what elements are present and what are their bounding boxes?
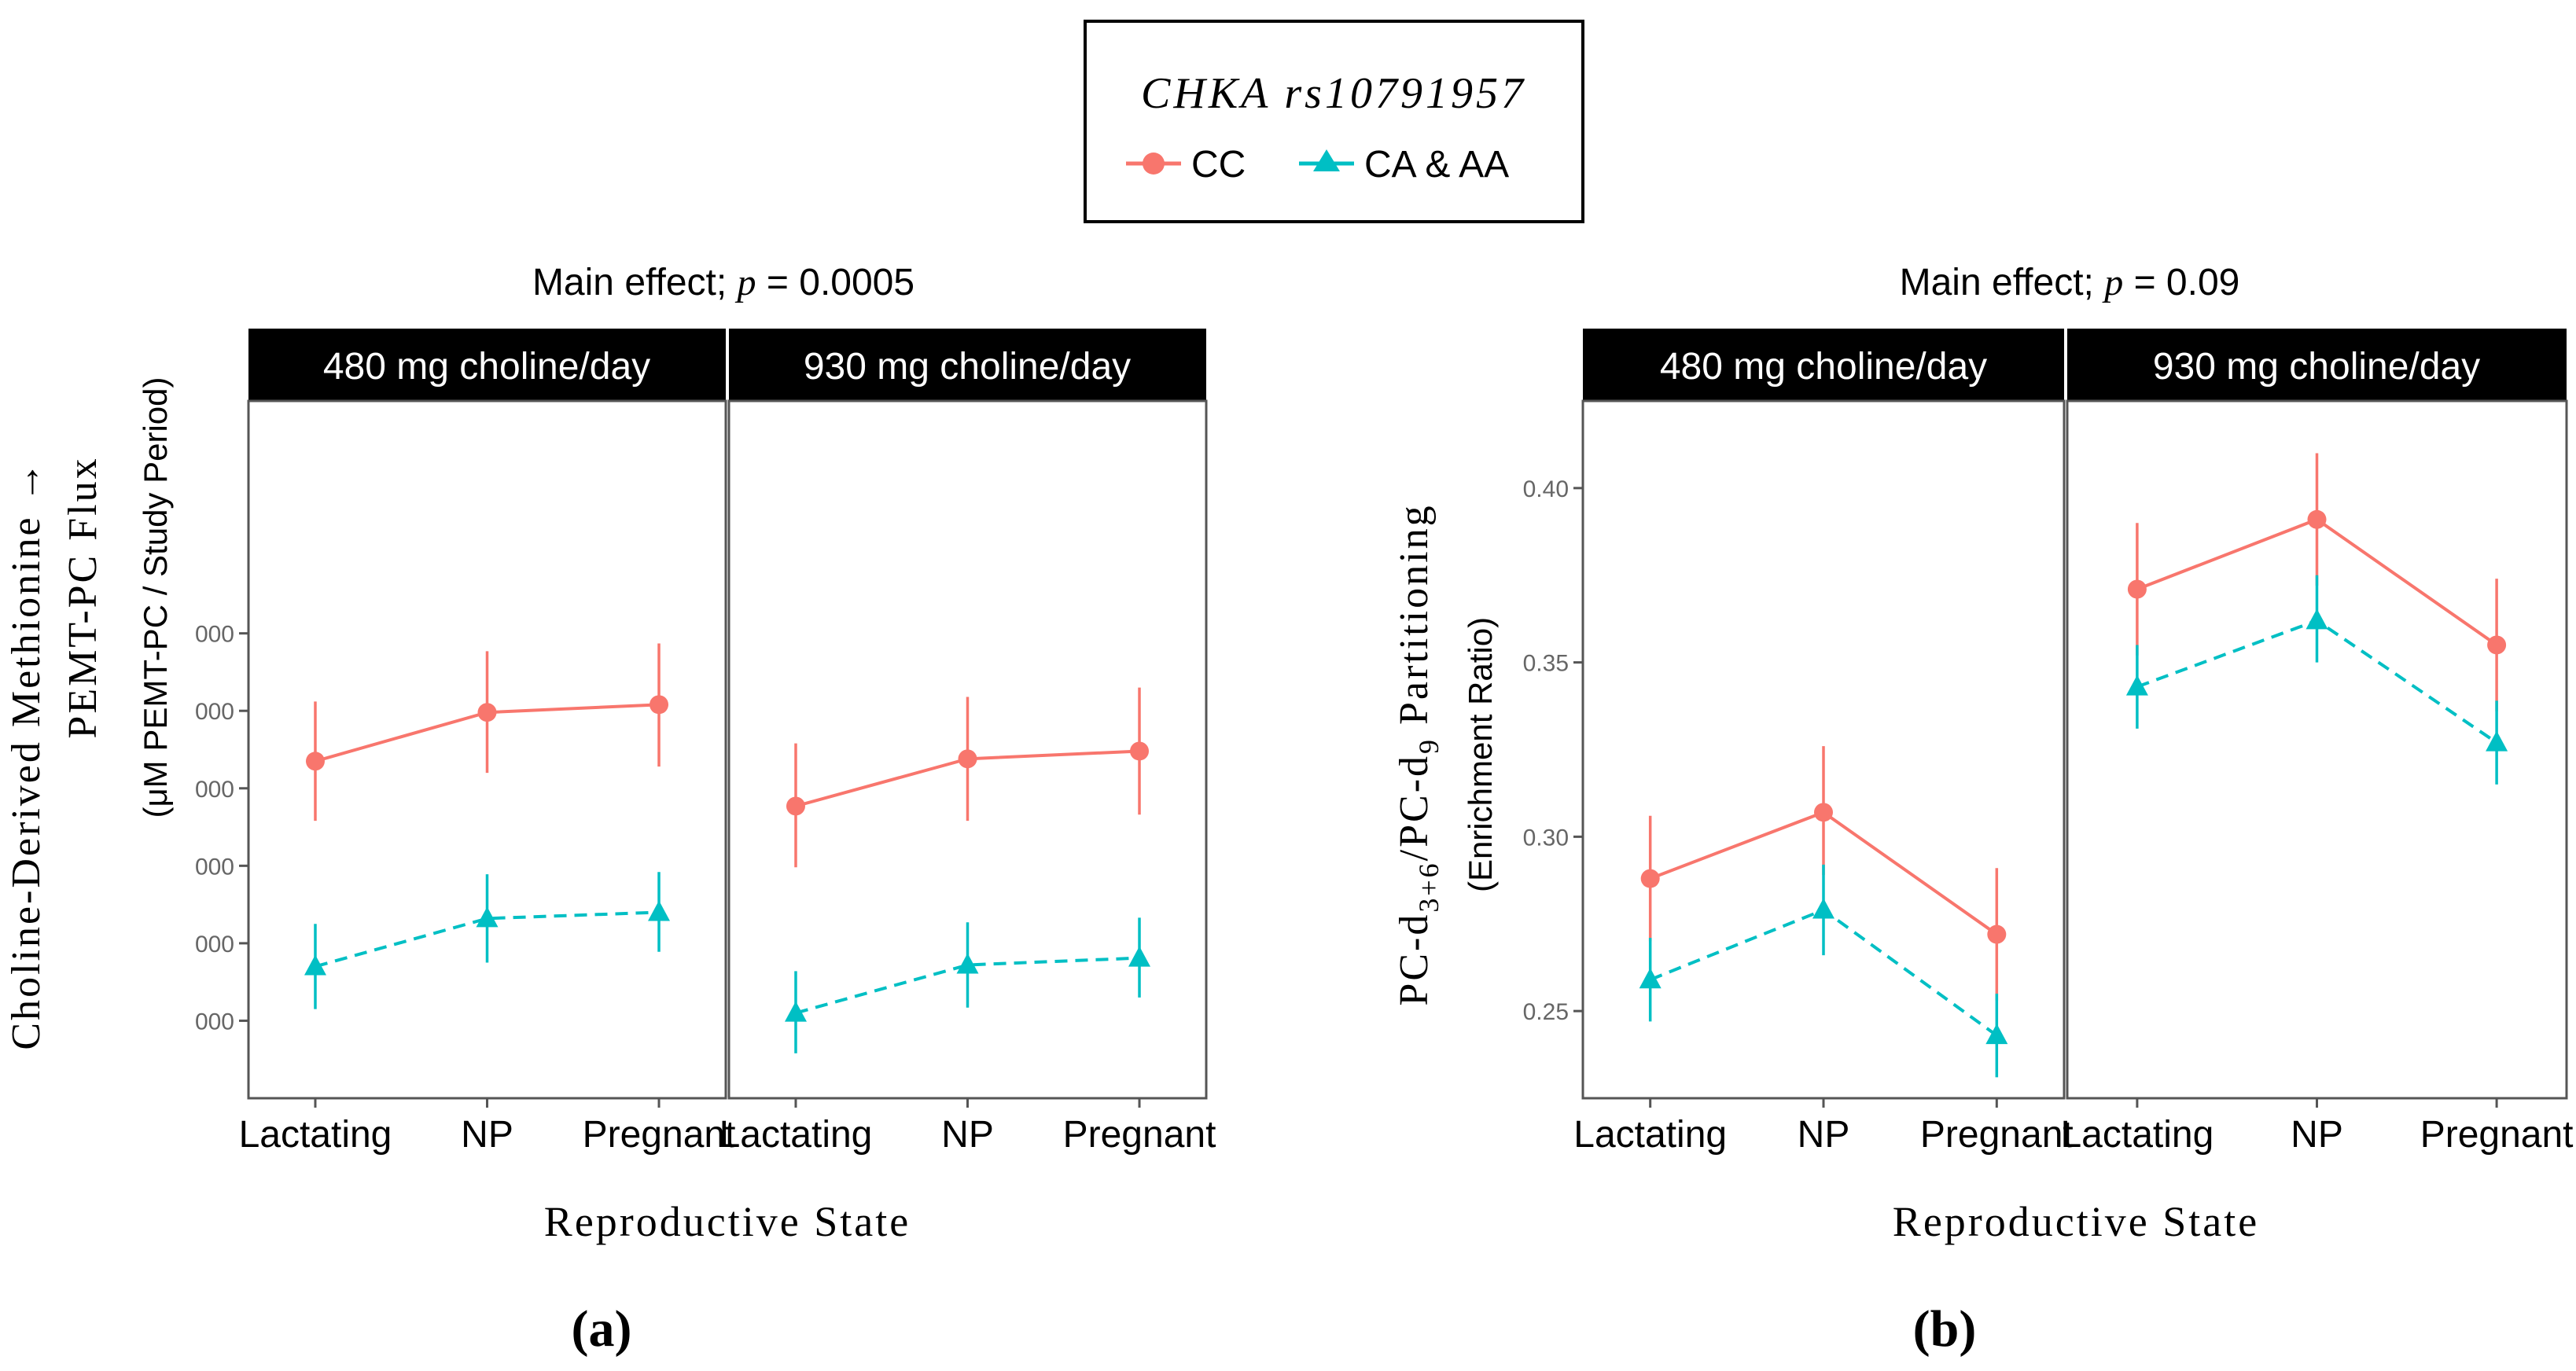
- panel-a-ylabel: Choline-Derived Methionine →: [4, 459, 49, 1049]
- panel-a-ylabel-line2: PEMT-PC Flux: [61, 456, 105, 738]
- legend-box: [1084, 20, 1584, 223]
- panel-b-ylabel-line1: PC-d3+6/PC-d9 Partitioning: [1392, 503, 1444, 1005]
- y-tick-label: 000: [195, 932, 234, 957]
- panel-b-strip-1: [1583, 329, 2064, 401]
- data-point-circle: [1987, 924, 2007, 944]
- panel-a-ylabel-line1: Choline-Derived Methionine →: [4, 459, 49, 1049]
- y-tick-label: 0.35: [1523, 651, 1569, 677]
- data-point-circle: [786, 796, 805, 816]
- panel-a-label: (a): [572, 1300, 632, 1358]
- data-point-circle: [958, 749, 977, 769]
- legend: CHKA rs10791957 CC CA & AA: [1084, 20, 1584, 223]
- y-tick-label: 000: [195, 777, 234, 803]
- x-tick-label: Pregnant: [1920, 1114, 2074, 1156]
- data-point-circle: [2127, 579, 2147, 599]
- data-point-triangle: [1639, 968, 1662, 989]
- x-tick-label: NP: [941, 1114, 994, 1156]
- y-tick-label: 000: [195, 1009, 234, 1035]
- panel-b-xlabel: Reproductive State: [1893, 1198, 2259, 1245]
- x-tick-label: NP: [1798, 1114, 1850, 1156]
- data-point-circle: [2487, 635, 2507, 655]
- legend-cc-marker: [1143, 153, 1165, 175]
- data-point-circle: [477, 703, 497, 722]
- x-tick-label: Pregnant: [2420, 1114, 2574, 1156]
- data-point-circle: [1814, 803, 1833, 822]
- panel-a-strip-1: [248, 329, 726, 401]
- panel-b-y-ticks: 0.25 0.30 0.35 0.40: [1523, 476, 1583, 1025]
- series-line: [315, 910, 660, 969]
- data-point-triangle: [2125, 674, 2148, 696]
- x-tick-label: Lactating: [719, 1114, 873, 1156]
- x-tick-label: Pregnant: [1063, 1114, 1216, 1156]
- panel-b: Main effect; p = 0.09 480 mg choline/day…: [1392, 262, 2574, 1358]
- y-tick-label: 0.25: [1523, 999, 1569, 1025]
- data-point-triangle: [1985, 1024, 2008, 1045]
- panel-a-marks: [304, 643, 1151, 1053]
- y-tick-label: 000: [195, 699, 234, 725]
- data-point-triangle: [956, 953, 979, 974]
- panel-b-marks: [1639, 453, 2508, 1078]
- legend-ca-marker: [1313, 149, 1340, 171]
- data-point-triangle: [2486, 730, 2508, 752]
- x-tick-label: NP: [461, 1114, 513, 1156]
- panel-b-ylabel-line2: (Enrichment Ratio): [1462, 617, 1499, 892]
- x-tick-label: Pregnant: [583, 1114, 736, 1156]
- panel-b-ylabel-2: (Enrichment Ratio): [1462, 617, 1499, 892]
- data-point-triangle: [2306, 608, 2328, 630]
- panel-b-label: (b): [1913, 1300, 1977, 1358]
- data-point-triangle: [304, 954, 326, 976]
- panel-a-ylabel-line3: (μM PEMT-PC / Study Period): [137, 377, 174, 818]
- legend-ca-label: CA & AA: [1364, 144, 1509, 186]
- y-tick-label: 000: [195, 854, 234, 880]
- panel-a-ylabel-3: (μM PEMT-PC / Study Period): [137, 377, 174, 818]
- x-tick-label: Lactating: [1573, 1114, 1727, 1156]
- legend-title: CHKA rs10791957: [1141, 69, 1526, 118]
- data-point-circle: [1640, 869, 1660, 888]
- panel-b-title: Main effect; p = 0.09: [1900, 262, 2240, 303]
- x-tick-label: NP: [2291, 1114, 2343, 1156]
- x-tick-label: Lactating: [2060, 1114, 2214, 1156]
- panel-b-strip-2-label: 930 mg choline/day: [2153, 346, 2480, 388]
- data-point-triangle: [1128, 946, 1151, 967]
- panel-a-xlabel: Reproductive State: [544, 1198, 911, 1245]
- series-line: [795, 956, 1140, 1015]
- panel-a-strip-1-label: 480 mg choline/day: [323, 346, 650, 388]
- panel-a: Main effect; p = 0.0005 480 mg choline/d…: [4, 262, 1216, 1358]
- data-point-triangle: [1812, 898, 1834, 919]
- panel-b-strip-2: [2067, 329, 2567, 401]
- data-point-circle: [1130, 741, 1150, 761]
- y-tick-label: 0.30: [1523, 825, 1569, 851]
- data-point-triangle: [784, 1001, 807, 1022]
- data-point-circle: [305, 752, 325, 771]
- panel-a-strip-2: [729, 329, 1206, 401]
- x-tick-label: Lactating: [239, 1114, 392, 1156]
- legend-cc-label: CC: [1191, 144, 1246, 186]
- data-point-circle: [2307, 509, 2327, 529]
- panel-b-strip-1-label: 480 mg choline/day: [1660, 346, 1987, 388]
- data-point-triangle: [648, 900, 671, 921]
- data-point-circle: [650, 695, 669, 715]
- panel-a-title: Main effect; p = 0.0005: [532, 262, 914, 303]
- y-tick-label: 000: [195, 622, 234, 648]
- panel-a-strip-2-label: 930 mg choline/day: [804, 346, 1131, 388]
- data-point-triangle: [476, 906, 499, 928]
- panel-a-ylabel-2: PEMT-PC Flux: [61, 456, 105, 738]
- panel-a-y-ticks: 000 000 000 000 000 000: [195, 622, 248, 1035]
- panel-b-ylabel: PC-d3+6/PC-d9 Partitioning: [1392, 503, 1444, 1005]
- y-tick-label: 0.40: [1523, 476, 1569, 502]
